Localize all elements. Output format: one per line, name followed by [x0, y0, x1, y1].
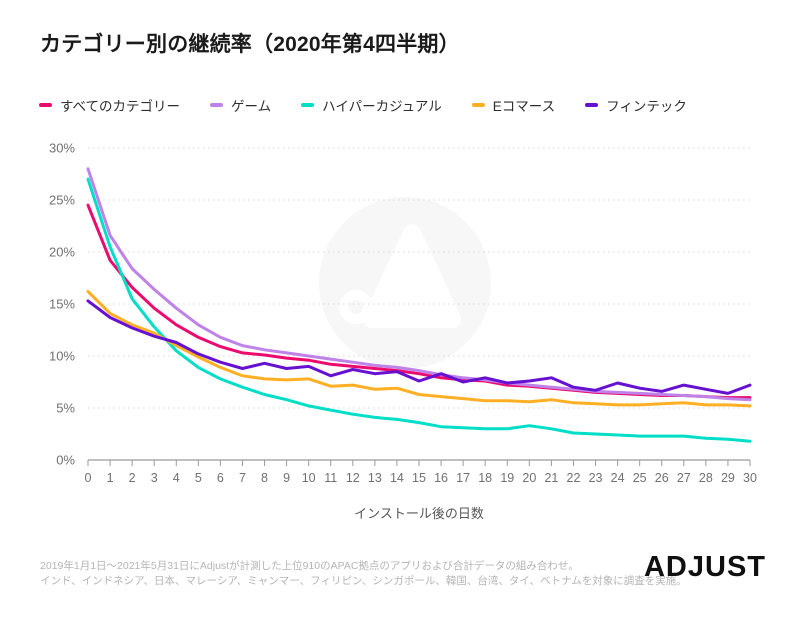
x-tick-label: 28 — [699, 471, 713, 485]
legend-swatch-icon — [39, 103, 52, 107]
x-tick-label: 23 — [589, 471, 603, 485]
x-tick-label: 10 — [302, 471, 316, 485]
footer-line-1: 2019年1月1日～2021年5月31日にAdjustが計測した上位910のAP… — [40, 560, 579, 572]
x-tick-label: 6 — [217, 471, 224, 485]
x-tick-label: 14 — [390, 471, 404, 485]
legend-item-hypercasual: ハイパーカジュアル — [301, 95, 442, 115]
x-tick-label: 18 — [478, 471, 492, 485]
legend-swatch-icon — [301, 103, 315, 107]
x-tick-label: 25 — [633, 471, 647, 485]
xaxis-title: インストール後の日数 — [354, 506, 484, 521]
legend-swatch-icon — [471, 103, 485, 107]
x-tick-label: 26 — [655, 471, 669, 485]
legend-label: Eコマース — [492, 99, 556, 114]
x-tick-label: 11 — [324, 471, 337, 485]
x-tick-label: 24 — [611, 471, 625, 485]
y-tick-label: 0% — [56, 453, 75, 468]
legend-swatch-icon — [210, 103, 224, 107]
x-tick-label: 16 — [434, 471, 448, 485]
legend-label: ゲーム — [231, 99, 272, 114]
legend-item-fintech: フィンテック — [585, 95, 687, 115]
series-line-2 — [86, 177, 752, 443]
legend-label: ハイパーカジュアル — [322, 99, 442, 114]
legend-item-games: ゲーム — [210, 95, 271, 115]
x-tick-label: 0 — [85, 471, 92, 485]
x-tick-label: 22 — [567, 471, 581, 485]
legend-swatch-icon — [585, 103, 599, 107]
legend-label: フィンテック — [606, 99, 687, 114]
adjust-watermark-icon — [319, 197, 491, 369]
x-tick-label: 13 — [368, 471, 382, 485]
x-tick-label: 3 — [151, 471, 158, 485]
y-tick-label: 30% — [49, 141, 75, 156]
x-tick-label: 19 — [500, 471, 514, 485]
x-tick-label: 1 — [107, 471, 114, 485]
series-line-4 — [86, 299, 752, 395]
x-tick-label: 9 — [283, 471, 290, 485]
x-tick-label: 20 — [522, 471, 536, 485]
y-tick-label: 5% — [56, 401, 75, 416]
x-tick-label: 12 — [346, 471, 360, 485]
y-tick-label: 15% — [49, 297, 75, 312]
x-tick-label: 21 — [544, 471, 558, 485]
legend: すべてのカテゴリー ゲーム ハイパーカジュアル Eコマース フィンテック — [39, 95, 687, 115]
x-tick-label: 4 — [173, 471, 180, 485]
x-tick-label: 27 — [677, 471, 691, 485]
legend-item-ecommerce: Eコマース — [471, 95, 556, 115]
y-tick-label: 20% — [49, 245, 75, 260]
x-tick-label: 15 — [412, 471, 426, 485]
footer-line-2: インド、インドネシア、日本、マレーシア、ミャンマー、フィリピン、シンガポール、韓… — [40, 575, 687, 587]
series-line-3 — [86, 290, 752, 408]
footer-note: 2019年1月1日～2021年5月31日にAdjustが計測した上位910のAP… — [40, 559, 687, 589]
adjust-logo: ADJUST — [643, 551, 766, 583]
legend-label: すべてのカテゴリー — [60, 99, 181, 114]
x-tick-label: 8 — [261, 471, 268, 485]
y-tick-label: 10% — [49, 349, 75, 364]
x-tick-label: 5 — [195, 471, 202, 485]
x-tick-label: 7 — [239, 471, 246, 485]
y-tick-label: 25% — [49, 193, 75, 208]
x-tick-label: 29 — [721, 471, 735, 485]
x-tick-label: 2 — [129, 471, 136, 485]
x-tick-label: 30 — [743, 471, 757, 485]
series-line-1 — [86, 167, 752, 402]
legend-item-all-categories: すべてのカテゴリー — [39, 95, 180, 115]
x-tick-label: 17 — [456, 471, 470, 485]
chart-title: カテゴリー別の継続率（2020年第4四半期） — [40, 33, 460, 56]
